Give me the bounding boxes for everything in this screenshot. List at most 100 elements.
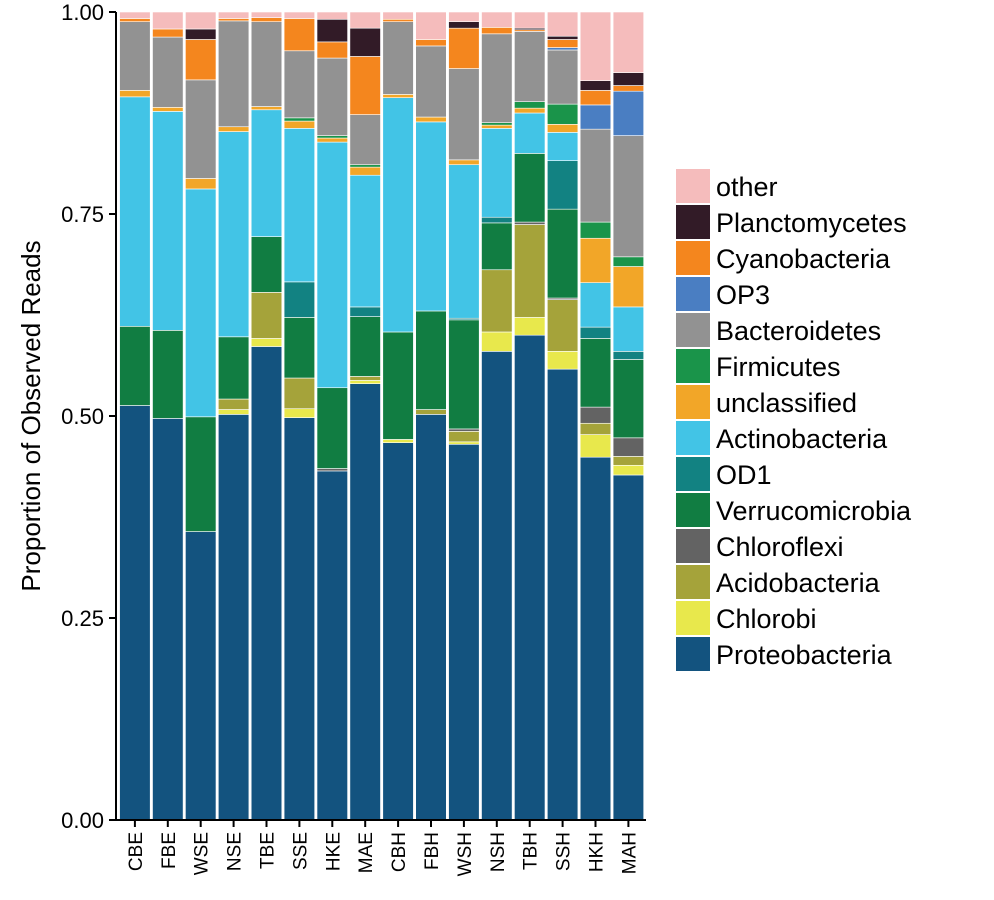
bar-segment-HKH-other: [579, 11, 612, 81]
bar-segment-NSH-verrucomicrobia: [481, 222, 513, 271]
y-tick-label: 0.00: [61, 808, 104, 833]
bar-segment-TBH-chlorobi: [514, 317, 546, 336]
x-tick-label-wsh: WSH: [455, 832, 476, 876]
bar-segment-MAE-acidobacteria: [349, 376, 381, 381]
bar-segment-HKE-actinobacteria: [316, 141, 348, 389]
legend-swatch-chlorobi: [676, 601, 710, 635]
bar-segment-TBH-firmicutes: [514, 101, 546, 109]
legend-label-op3: OP3: [716, 280, 770, 310]
y-axis-title: Proportion of Observed Reads: [16, 240, 46, 591]
bar-segment-CBH-cyanobacteria: [382, 18, 414, 22]
bar-segment-HKH-chloroflexi: [579, 406, 612, 424]
bar-segment-CBH-verrucomicrobia: [382, 331, 414, 440]
bar-segment-TBE-cyanobacteria: [250, 17, 283, 22]
bar-segment-MAE-od1: [349, 306, 381, 317]
x-tick-label-ssh: SSH: [554, 832, 575, 871]
y-tick-label: 0.75: [61, 202, 104, 227]
bar-segment-SSE-bacteroidetes: [283, 50, 316, 119]
bar-segment-MAH-actinobacteria: [612, 306, 644, 352]
bar-segment-CBE-actinobacteria: [119, 96, 151, 327]
x-tick-label-cbh: CBH: [389, 832, 410, 872]
bar-segment-NSH-unclassified: [481, 124, 513, 129]
bar-segment-NSH-proteobacteria: [481, 351, 513, 821]
bar-segment-HKE-cyanobacteria: [316, 41, 348, 59]
bar-segment-CBH-actinobacteria: [382, 97, 414, 333]
bar-segment-FBH-other: [415, 11, 447, 40]
bar-segment-TBE-verrucomicrobia: [250, 236, 283, 293]
bar-segment-SSH-od1: [546, 160, 579, 210]
legend-swatch-other: [676, 169, 710, 203]
legend-label-planctomycetes: Planctomycetes: [716, 208, 907, 238]
y-axis-ticks: 0.00 0.25 0.50 0.75 1.00: [61, 0, 116, 833]
bar-segment-MAE-verrucomicrobia: [349, 316, 381, 377]
bar-segment-SSH-verrucomicrobia: [546, 208, 579, 299]
x-tick-label-cbe: CBE: [126, 832, 147, 871]
bar-segment-NSE-unclassified: [218, 126, 250, 132]
bar-segment-TBH-chloroflexi: [514, 221, 546, 225]
bar-segment-SSH-chlorobi: [546, 351, 579, 370]
bar-segment-SSH-op3: [546, 47, 579, 51]
bar-segment-HKH-cyanobacteria: [579, 90, 612, 106]
bar-segment-MAE-chlorobi: [349, 380, 381, 384]
bar-segment-FBH-actinobacteria: [415, 121, 447, 312]
bar-segment-NSE-other: [218, 11, 250, 19]
bar-segment-CBH-unclassified: [382, 94, 414, 98]
bar-segment-FBE-other: [152, 11, 184, 30]
bar-segment-HKE-planctomycetes: [316, 18, 348, 43]
bar-segment-SSH-actinobacteria: [546, 132, 579, 161]
bar-segment-TBE-other: [250, 11, 283, 18]
bar-segment-WSH-chloroflexi: [448, 428, 480, 432]
bar-segment-TBE-unclassified: [250, 106, 283, 111]
bar-segment-WSH-acidobacteria: [448, 431, 480, 443]
legend-label-chloroflexi: Chloroflexi: [716, 532, 844, 562]
x-tick-label-mah: MAH: [619, 832, 640, 874]
bar-segment-SSE-firmicutes: [283, 117, 316, 122]
bar-segment-MAE-other: [349, 11, 381, 29]
bar-segment-HKH-firmicutes: [579, 221, 612, 239]
legend-swatch-verrucomicrobia: [676, 493, 710, 527]
bar-segment-SSH-acidobacteria: [546, 299, 579, 352]
bar-segment-SSH-firmicutes: [546, 103, 579, 125]
legend-swatch-planctomycetes: [676, 205, 710, 239]
bar-segment-TBE-acidobacteria: [250, 292, 283, 339]
bar-segment-NSH-chlorobi: [481, 331, 513, 352]
bar-segment-WSE-unclassified: [185, 178, 217, 190]
legend-swatch-od1: [676, 457, 710, 491]
x-tick-label-tbh: TBH: [521, 832, 542, 870]
bar-segment-MAH-bacteroidetes: [612, 135, 644, 258]
bar-segment-FBH-acidobacteria: [415, 409, 447, 415]
legend-swatch-unclassified: [676, 385, 710, 419]
bar-segment-SSE-od1: [283, 281, 316, 318]
legend-swatch-cyanobacteria: [676, 241, 710, 275]
bar-segment-MAH-unclassified: [612, 266, 644, 308]
bar-segment-HKE-other: [316, 11, 348, 20]
bar-segment-CBE-unclassified: [119, 90, 151, 98]
legend-swatch-proteobacteria: [676, 637, 710, 671]
legend-swatch-firmicutes: [676, 349, 710, 383]
x-tick-label-fbh: FBH: [422, 832, 443, 870]
bar-segment-NSE-acidobacteria: [218, 398, 250, 410]
bar-segment-MAH-verrucomicrobia: [612, 359, 644, 439]
bar-segment-WSH-chlorobi: [448, 441, 480, 445]
bars-layer: [119, 11, 644, 821]
legend-label-od1: OD1: [716, 460, 772, 490]
bar-segment-NSH-acidobacteria: [481, 269, 513, 333]
legend-label-proteobacteria: Proteobacteria: [716, 640, 893, 670]
legend-swatch-acidobacteria: [676, 565, 710, 599]
bar-segment-NSH-od1: [481, 216, 513, 224]
legend-label-acidobacteria: Acidobacteria: [716, 568, 881, 598]
bar-segment-HKE-bacteroidetes: [316, 57, 348, 136]
bar-segment-HKH-acidobacteria: [579, 422, 612, 435]
x-tick-label-hkh: HKH: [587, 832, 608, 872]
bar-segment-TBE-chlorobi: [250, 338, 283, 347]
bar-segment-SSH-proteobacteria: [546, 368, 579, 821]
bar-segment-HKH-op3: [579, 104, 612, 130]
bar-segment-NSH-cyanobacteria: [481, 27, 513, 35]
bar-segment-NSH-firmicutes: [481, 122, 513, 126]
bar-segment-SSE-actinobacteria: [283, 128, 316, 283]
bar-segment-MAE-planctomycetes: [349, 27, 381, 57]
bar-segment-MAH-planctomycetes: [612, 72, 644, 86]
bar-segment-CBH-bacteroidetes: [382, 21, 414, 95]
bar-segment-TBH-unclassified: [514, 107, 546, 114]
bar-segment-FBE-proteobacteria: [152, 418, 184, 821]
